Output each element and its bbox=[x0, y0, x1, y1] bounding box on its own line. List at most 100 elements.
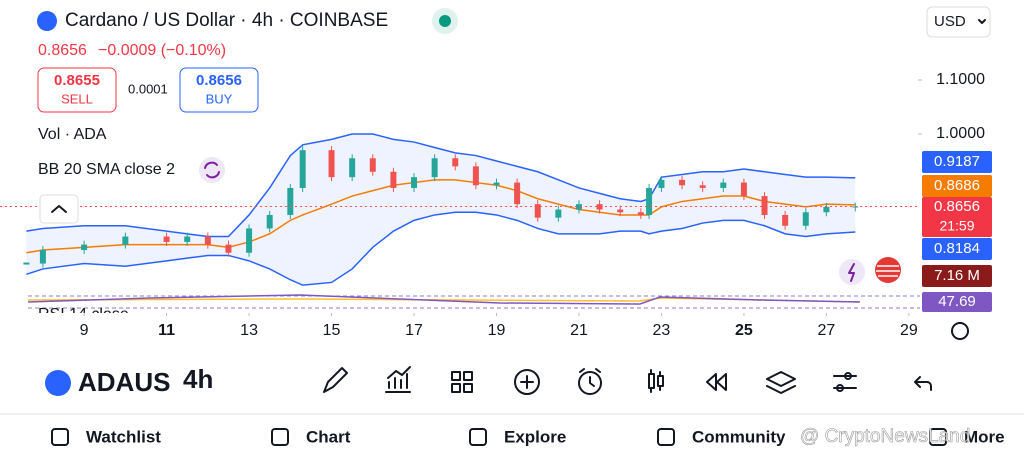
candle bbox=[514, 182, 521, 205]
nav-icon[interactable] bbox=[657, 428, 675, 446]
alert-tool[interactable] bbox=[578, 368, 602, 395]
flag-stripes bbox=[876, 265, 900, 277]
nav-icon[interactable] bbox=[271, 428, 289, 446]
toolbar-symbol[interactable]: ADAUS bbox=[78, 367, 170, 397]
symbol-title[interactable]: Cardano / US Dollar · 4h · COINBASE bbox=[65, 10, 388, 31]
collapse-icon bbox=[51, 205, 67, 213]
candle bbox=[534, 204, 541, 218]
bb-legend[interactable]: BB 20 SMA close 2 bbox=[38, 161, 175, 178]
candle bbox=[266, 214, 273, 229]
candle bbox=[204, 236, 211, 245]
draw-tool[interactable] bbox=[323, 367, 348, 393]
candle bbox=[299, 150, 306, 188]
basis-tag bbox=[922, 175, 992, 197]
rsi-tag-label: 47.69 bbox=[938, 293, 976, 310]
refresh-button[interactable] bbox=[199, 157, 225, 183]
volume-tag-label: 7.16 M bbox=[934, 267, 980, 284]
candle bbox=[431, 158, 438, 178]
toolbar-interval[interactable]: 4h bbox=[183, 364, 213, 394]
x-tick-label: 19 bbox=[488, 322, 506, 339]
alert-icon bbox=[848, 263, 855, 282]
nav-item[interactable]: Explore bbox=[504, 427, 566, 446]
candle bbox=[823, 206, 830, 213]
x-tick-label: 29 bbox=[900, 322, 918, 339]
y-tick-label: 1.1000 bbox=[936, 71, 985, 88]
buy-button[interactable] bbox=[179, 67, 259, 113]
price-change: −0.0009 (−0.10%) bbox=[98, 42, 226, 59]
volume-tag bbox=[922, 265, 992, 287]
bb-fill bbox=[26, 133, 856, 286]
candle bbox=[596, 204, 603, 210]
coin-logo bbox=[37, 11, 57, 31]
x-tick-label: 11 bbox=[158, 322, 175, 339]
x-tick-label: 17 bbox=[405, 322, 423, 339]
objects-tool[interactable] bbox=[766, 371, 796, 394]
upper-tag-label: 0.9187 bbox=[934, 153, 980, 170]
upper-tag bbox=[922, 151, 992, 173]
candle bbox=[81, 244, 88, 251]
candle bbox=[122, 236, 129, 245]
undo-tool[interactable] bbox=[914, 376, 932, 391]
nav-item[interactable]: Community bbox=[692, 427, 786, 446]
x-tick-label: 9 bbox=[80, 322, 89, 339]
x-tick-label: 15 bbox=[323, 322, 341, 339]
symbol-logo bbox=[45, 370, 71, 396]
candle bbox=[163, 236, 170, 242]
last-price: 0.8656 bbox=[38, 42, 87, 59]
nav-item[interactable]: Watchlist bbox=[86, 427, 161, 446]
candle bbox=[679, 179, 686, 186]
countdown: 21:59 bbox=[939, 218, 974, 234]
chart-plot bbox=[0, 79, 922, 316]
nav-item[interactable]: Chart bbox=[306, 427, 351, 446]
spread: 0.0001 bbox=[128, 81, 168, 96]
basis-tag-label: 0.8686 bbox=[934, 177, 980, 194]
indicators-tool[interactable] bbox=[385, 366, 411, 393]
bb-upper bbox=[26, 133, 856, 238]
collapse-button[interactable] bbox=[39, 194, 79, 224]
region-flag[interactable] bbox=[875, 257, 901, 283]
candle bbox=[390, 171, 397, 188]
bottom-nav: Watchlist Chart Explore Community More bbox=[51, 427, 1005, 446]
sell-button[interactable] bbox=[37, 67, 117, 113]
candle bbox=[637, 212, 644, 215]
candle bbox=[761, 196, 768, 215]
replay-tool[interactable] bbox=[706, 373, 727, 391]
candle bbox=[349, 158, 356, 178]
buy-price: 0.8656 bbox=[196, 72, 242, 89]
candle bbox=[699, 185, 706, 188]
toolbar-icons bbox=[323, 366, 932, 395]
lower-tag bbox=[922, 238, 992, 260]
sell-price: 0.8655 bbox=[54, 72, 100, 89]
layouts-tool[interactable] bbox=[451, 371, 473, 393]
volume-legend[interactable]: Vol · ADA bbox=[38, 126, 107, 143]
currency-select[interactable] bbox=[926, 6, 991, 38]
rsi-legend[interactable]: RSI 14 close bbox=[38, 306, 129, 323]
chart-type-tool[interactable] bbox=[648, 369, 664, 393]
candle bbox=[328, 150, 335, 178]
rsi-line bbox=[27, 294, 861, 305]
settings-button[interactable] bbox=[951, 322, 969, 340]
candle bbox=[246, 228, 253, 253]
buy-label: BUY bbox=[206, 91, 233, 106]
candle bbox=[802, 212, 809, 226]
nav-icon[interactable] bbox=[51, 428, 69, 446]
nav-icon[interactable] bbox=[469, 428, 487, 446]
last-tag bbox=[922, 197, 992, 237]
settings-tool[interactable] bbox=[833, 372, 857, 392]
currency: USD bbox=[934, 13, 966, 30]
candle bbox=[184, 236, 191, 242]
candle bbox=[287, 187, 294, 215]
candle bbox=[617, 209, 624, 213]
candle bbox=[39, 250, 46, 264]
lower-tag-label: 0.8184 bbox=[934, 240, 980, 257]
x-tick-label: 27 bbox=[817, 322, 835, 339]
add-tool[interactable] bbox=[514, 369, 540, 395]
candle bbox=[740, 182, 747, 197]
y-tick-label: 1.0000 bbox=[936, 125, 985, 142]
nav-icon[interactable] bbox=[929, 428, 947, 446]
candle bbox=[369, 158, 376, 172]
bb-lower bbox=[26, 211, 856, 286]
status-dot bbox=[439, 15, 451, 27]
nav-item[interactable]: More bbox=[964, 427, 1005, 446]
candle bbox=[493, 182, 500, 186]
